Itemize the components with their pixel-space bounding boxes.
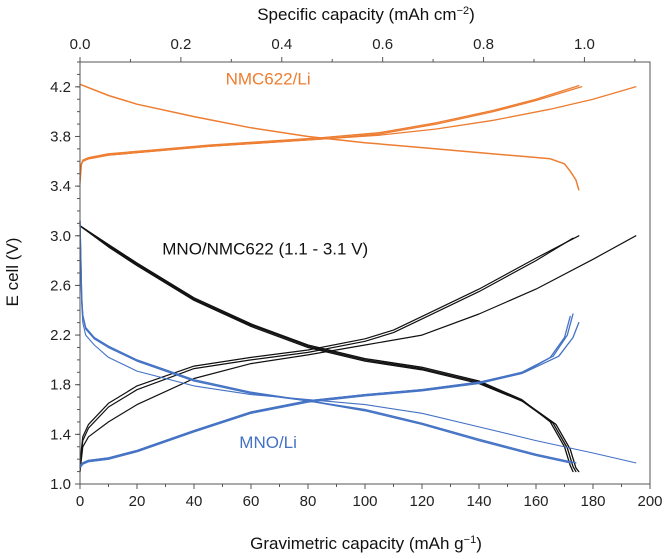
- series-line: [79, 220, 637, 464]
- series-line: [79, 83, 580, 191]
- x-tick-label: 140: [466, 493, 491, 510]
- x-tick-label: 80: [300, 493, 317, 510]
- y-tick-label: 3.4: [50, 178, 71, 195]
- y-tick-label: 2.6: [50, 277, 71, 294]
- ticks: [75, 57, 651, 489]
- x-tick-label: 0: [76, 493, 84, 510]
- x-axis-title: Gravimetric capacity (mAh g−1): [250, 534, 482, 553]
- x-tick-label: 200: [637, 493, 662, 510]
- series-line: [79, 237, 574, 473]
- y-tick-label: 1.0: [50, 476, 71, 493]
- x2-tick-label: 0.6: [372, 36, 393, 53]
- annotation-label: NMC622/Li: [226, 69, 311, 88]
- x2-tick-label: 0.4: [271, 36, 292, 53]
- y-axis-title: E cell (V): [3, 238, 22, 307]
- y-tick-label: 1.4: [50, 426, 71, 443]
- plot-frame: [79, 61, 651, 485]
- tick-labels: 0 20 40 60 80 100 120 140 160 180 200 1.0 1.4 1.8 2.2 2…: [50, 36, 662, 510]
- top-axis-title: Specific capacity (mAh cm−2): [257, 5, 475, 24]
- x2-tick-label: 0.0: [70, 36, 91, 53]
- y-tick-label: 4.2: [50, 79, 71, 96]
- series-line: [79, 84, 580, 181]
- series-line: [79, 225, 580, 473]
- x-tick-label: 60: [243, 493, 260, 510]
- annotation-label: MNO/NMC622 (1.1 - 3.1 V): [162, 239, 368, 258]
- x2-tick-label: 1.0: [574, 36, 595, 53]
- annotation-label: MNO/Li: [239, 433, 297, 452]
- series-line: [79, 86, 583, 185]
- x-tick-label: 160: [523, 493, 548, 510]
- series-line: [79, 235, 637, 473]
- x-tick-label: 120: [409, 493, 434, 510]
- y-tick-label: 3.0: [50, 228, 71, 245]
- x2-tick-label: 0.8: [473, 36, 494, 53]
- series-line: [79, 86, 637, 180]
- y-tick-label: 3.8: [50, 128, 71, 145]
- x-tick-label: 20: [129, 493, 146, 510]
- annotations: NMC622/Li MNO/NMC622 (1.1 - 3.1 V) MNO/Li: [162, 69, 368, 452]
- series-layer: [79, 83, 637, 473]
- series-line: [79, 225, 577, 473]
- series-line: [79, 225, 574, 473]
- x2-tick-label: 0.2: [170, 36, 191, 53]
- x-tick-label: 180: [580, 493, 605, 510]
- x-tick-label: 100: [352, 493, 377, 510]
- y-tick-label: 1.8: [50, 377, 71, 394]
- series-line: [79, 235, 580, 473]
- y-tick-label: 2.2: [50, 327, 71, 344]
- x-tick-label: 40: [186, 493, 203, 510]
